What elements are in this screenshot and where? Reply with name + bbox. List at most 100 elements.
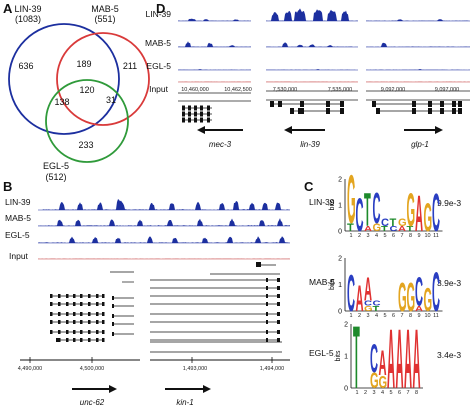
panel-b-coord-4: 1,494,000 [260,366,284,372]
panel-b-track-label-mab5: MAB-5 [5,213,31,223]
logo-position-tick: 8 [415,390,418,396]
venn-set-lin39-count: (1083) [15,14,41,24]
panel-c-track-lin39-seg [366,19,470,21]
logo-letter: G [407,276,416,321]
panel-c-arrows [197,126,443,134]
exon [372,101,376,107]
panel-c-signal-tracks [178,8,470,83]
exon [207,105,210,111]
panel-c-track-label-egl5: EGL-5 [146,61,171,71]
panel-b-coord-1: 4,490,000 [18,366,42,372]
logo-position-tick: 10 [424,233,430,239]
exon [270,101,274,107]
motif-name-mab5: MAB-5 [309,277,335,287]
panel-c-track-mab5-seg [366,42,470,47]
exon [326,108,330,114]
exon [194,111,197,117]
exon [326,101,330,107]
venn-set-lin39-name: LIN-39 [14,4,41,14]
venn-region-lin-only: 636 [18,61,33,71]
logo-letter: G [347,163,356,238]
panel-c-coord-2b: 7,535,000 [328,87,352,93]
logo-y-tick: 1 [338,282,342,289]
panel-c-coord-3b: 9,097,000 [435,87,459,93]
exon [194,117,197,123]
logo-position-tick: 11 [433,313,439,319]
logo-y-tick: 0 [338,309,342,316]
logo-position-tick: 1 [355,390,358,396]
panel-c-track-lin39-seg [178,18,251,21]
logo-letter: C [381,217,389,229]
exon [188,117,191,123]
logo-y-tick: 0 [344,386,348,393]
logo-letter: A [364,225,372,233]
panel-b-gene-kin1: kin-1 [176,398,193,407]
panel-c-coord-2a: 7,530,000 [273,87,297,93]
logo-letter: G [379,374,388,393]
logo-letter: G [373,222,382,234]
logo-position-tick: 7 [400,233,403,239]
exon [458,108,462,114]
logo-y-axis-label: bits [329,199,336,210]
logo-position-tick: 10 [424,313,430,319]
venn-region-egl-only: 233 [78,140,93,150]
logo-letter: C [390,225,398,233]
venn-circle-egl5 [45,79,129,163]
venn-region-mab-egl: 31 [106,95,116,105]
logo-position-tick: 4 [375,313,378,319]
logo-letter: A [387,311,395,406]
motif-evalue-lin39: 9.9e-3 [437,198,461,208]
logo-position-tick: 3 [366,313,369,319]
logo-position-tick: 5 [383,313,386,319]
exon [376,108,380,114]
logo-position-tick: 9 [417,233,420,239]
logo-position-tick: 2 [358,233,361,239]
motif-name-lin39: LIN-39 [309,197,335,207]
logo-position-tick: 3 [372,390,375,396]
exon [182,117,185,123]
exon [200,105,203,111]
exon [290,108,294,114]
panel-b-arrows [72,385,211,393]
logo-letter: A [379,343,387,383]
logo-y-tick: 0 [338,229,342,236]
logo-position-tick: 7 [406,390,409,396]
logo-letter: G [398,217,407,229]
exon [440,101,444,107]
panel-b-coord-3: 1,493,000 [183,366,207,372]
logo-position-tick: 8 [409,233,412,239]
panel-c-track-mab5-seg [266,42,358,47]
logo-letter: C [432,184,440,244]
logo-letter: A [415,185,423,242]
panel-c-coord-3a: 9,092,000 [381,87,405,93]
logo-y-tick: 2 [338,177,342,184]
exon [300,108,304,114]
panel-c-track-lin39-seg [266,8,358,21]
panel-b-track-lin39 [38,199,290,210]
logo-letter: C [432,262,440,323]
logo-letter: A [398,225,406,233]
logo-letter: C [364,299,372,308]
exon [182,105,185,111]
panel-b-track-label-egl5: EGL-5 [5,230,30,240]
logo-letter: T [353,309,360,407]
panel-c-track-mab5-seg [178,41,251,47]
logo-position-tick: 11 [433,233,439,239]
exon [412,101,416,107]
venn-circle-lin39 [8,23,120,135]
exon [207,111,210,117]
motif-evalue-egl5: 3.4e-3 [437,350,461,360]
logo-letter: A [396,311,404,406]
exon [194,105,197,111]
panel-b-gene-models [50,262,282,353]
logo-letter: T [381,225,388,233]
venn-region-all: 120 [79,85,94,95]
exon [440,108,444,114]
exon [200,111,203,117]
logo-y-tick: 2 [338,256,342,263]
venn-set-mab5-name: MAB-5 [91,4,119,14]
exon [428,108,432,114]
logo-position-tick: 5 [389,390,392,396]
panel-label-d: C [304,179,314,194]
